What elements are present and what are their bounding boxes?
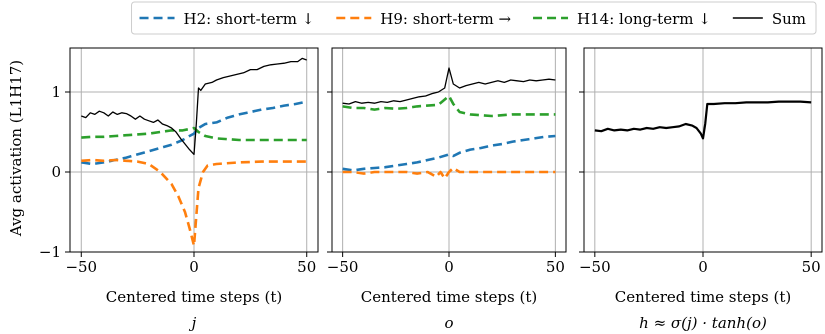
series-h14-line [81, 126, 307, 142]
series-h14-line [342, 94, 556, 118]
panel-1: −50 0 50 −1 0 1 Centered time steps (t) j [39, 47, 319, 332]
y-axis-label: Avg activation (L1H17) [7, 60, 25, 237]
panel-3: −50 0 50 Centered time steps (t) h ≈ σ(j) · … [579, 47, 823, 332]
x-tick-label: 50 [802, 258, 821, 276]
panel-sublabel: j [189, 314, 197, 332]
x-tick-label: −50 [327, 258, 359, 276]
legend-box [131, 1, 817, 35]
series-sum-line [81, 57, 307, 156]
x-axis-label: Centered time steps (t) [361, 288, 537, 306]
series-h9-line [81, 158, 307, 247]
panel-2: −50 0 50 Centered time steps (t) o [327, 47, 567, 332]
x-tick-label: −50 [65, 258, 97, 276]
panels: −50 0 50 −1 0 1 Centered time steps (t) j −50 0 50… [39, 47, 823, 332]
y-tick-label: −1 [39, 243, 61, 261]
series-sum-line [342, 67, 556, 105]
x-axis-label: Centered time steps (t) [615, 288, 791, 306]
x-tick-label: 0 [189, 258, 199, 276]
y-tick-label: 1 [51, 83, 61, 101]
legend-label-sum: Sum [772, 10, 806, 28]
series-h2-line [81, 100, 307, 166]
legend-label-h2: H2: short-term ↓ [184, 10, 315, 28]
x-tick-label: 50 [297, 258, 316, 276]
panel-sublabel: h ≈ σ(j) · tanh(o) [639, 314, 767, 332]
legend: H2: short-term ↓ H9: short-term → H14: l… [131, 1, 817, 35]
x-tick-label: 0 [698, 258, 708, 276]
legend-label-h9: H9: short-term → [380, 10, 511, 28]
x-tick-label: 50 [546, 258, 565, 276]
legend-label-h14: H14: long-term ↓ [577, 10, 711, 28]
panel-sublabel: o [444, 314, 453, 332]
series-h9-line [342, 166, 556, 180]
x-axis-label: Centered time steps (t) [106, 288, 282, 306]
x-tick-label: −50 [579, 258, 611, 276]
series-sum-line [594, 100, 812, 140]
x-tick-label: 0 [444, 258, 454, 276]
y-tick-label: 0 [51, 163, 61, 181]
